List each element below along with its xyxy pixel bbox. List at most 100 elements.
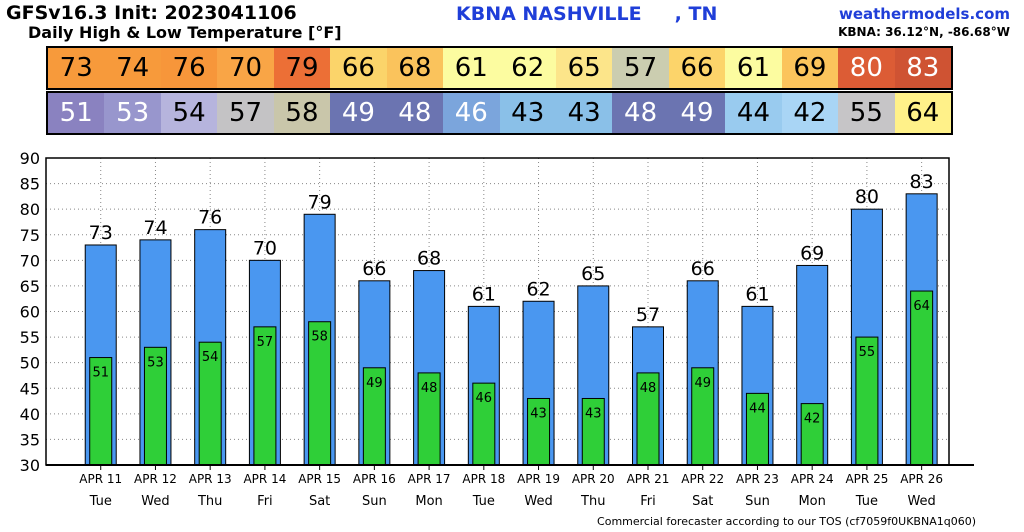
x-weekday-label: Sun — [745, 494, 770, 509]
high-data-label: 76 — [198, 207, 222, 229]
y-tick-label: 40 — [20, 405, 40, 424]
x-tick-label: APR 21 — [627, 472, 670, 486]
low-strip-cell-3: 57 — [217, 93, 274, 133]
high-strip-cell-2: 76 — [160, 48, 218, 88]
x-weekday-label: Wed — [907, 494, 935, 509]
low-data-label: 44 — [749, 401, 766, 416]
x-weekday-label: Sat — [309, 494, 330, 509]
low-strip-cell-14: 55 — [838, 93, 895, 133]
y-tick-label: 60 — [20, 303, 40, 322]
y-tick-label: 50 — [20, 354, 40, 373]
low-data-label: 46 — [476, 391, 493, 406]
low-data-label: 54 — [202, 350, 219, 365]
low-strip-cell-11: 49 — [668, 93, 726, 133]
y-tick-label: 30 — [20, 456, 40, 475]
x-tick-label: APR 20 — [572, 472, 615, 486]
low-strip-cell-8: 43 — [499, 93, 556, 133]
x-weekday-label: Sun — [362, 494, 387, 509]
high-data-label: 73 — [89, 222, 113, 244]
low-strip-cell-15: 64 — [894, 93, 951, 133]
x-tick-label: APR 19 — [517, 472, 560, 486]
y-tick-label: 70 — [20, 251, 40, 270]
high-strip-cell-1: 74 — [104, 48, 161, 88]
y-tick-label: 45 — [20, 379, 40, 398]
high-strip-cell-3: 70 — [217, 48, 274, 88]
low-strip-cell-10: 48 — [612, 93, 669, 133]
low-strip-cell-5: 49 — [330, 93, 387, 133]
low-data-label: 43 — [530, 406, 547, 421]
low-strip-cell-1: 53 — [104, 93, 161, 133]
high-temperature-strip: 73 74 76 70 79 66 68 61 62 65 57 66 61 69 80 83 — [46, 46, 953, 90]
high-strip-cell-11: 66 — [668, 48, 726, 88]
x-weekday-label: Fri — [640, 494, 656, 509]
x-tick-label: APR 22 — [681, 472, 724, 486]
high-strip-cell-12: 61 — [725, 48, 782, 88]
high-data-label: 83 — [910, 171, 934, 193]
high-data-label: 61 — [472, 283, 496, 305]
y-tick-label: 65 — [20, 277, 40, 296]
high-data-label: 57 — [636, 304, 660, 326]
low-strip-cell-2: 54 — [160, 93, 218, 133]
x-tick-label: APR 24 — [791, 472, 834, 486]
high-strip-cell-5: 66 — [330, 48, 387, 88]
x-weekday-label: Tue — [89, 494, 112, 509]
x-tick-label: APR 11 — [79, 472, 122, 486]
low-data-label: 55 — [859, 345, 876, 360]
low-data-label: 53 — [147, 355, 164, 370]
low-data-label: 48 — [421, 381, 438, 396]
low-data-label: 42 — [804, 412, 821, 427]
low-data-label: 58 — [311, 330, 328, 345]
x-tick-label: APR 26 — [900, 472, 943, 486]
x-weekday-label: Tue — [855, 494, 878, 509]
x-tick-label: APR 17 — [408, 472, 451, 486]
chart-subtitle: Daily High & Low Temperature [°F] — [28, 23, 342, 42]
high-strip-cell-7: 61 — [443, 48, 500, 88]
low-data-label: 64 — [913, 299, 930, 314]
low-bar — [910, 290, 934, 466]
x-tick-label: APR 15 — [298, 472, 341, 486]
y-tick-label: 75 — [20, 226, 40, 245]
y-tick-label: 80 — [20, 200, 40, 219]
high-data-label: 69 — [800, 242, 824, 264]
low-strip-cell-9: 43 — [555, 93, 613, 133]
model-init-title: GFSv16.3 Init: 2023041106 — [6, 2, 297, 24]
high-data-label: 61 — [745, 283, 769, 305]
station-name: KBNA NASHVILLE , TN — [456, 3, 718, 25]
high-data-label: 65 — [581, 263, 605, 285]
high-data-label: 66 — [691, 258, 715, 280]
low-strip-cell-6: 48 — [386, 93, 444, 133]
high-strip-cell-13: 69 — [781, 48, 839, 88]
x-tick-label: APR 16 — [353, 472, 396, 486]
low-data-label: 51 — [92, 366, 109, 381]
high-data-label: 62 — [526, 278, 550, 300]
x-weekday-label: Wed — [524, 494, 552, 509]
high-data-label: 74 — [143, 217, 167, 239]
x-weekday-label: Sat — [692, 494, 713, 509]
high-strip-cell-15: 83 — [894, 48, 951, 88]
low-strip-cell-7: 46 — [443, 93, 500, 133]
low-strip-cell-4: 58 — [273, 93, 331, 133]
high-strip-cell-14: 80 — [838, 48, 895, 88]
high-strip-cell-9: 65 — [555, 48, 613, 88]
high-data-label: 66 — [362, 258, 386, 280]
high-data-label: 79 — [308, 191, 332, 213]
x-weekday-label: Mon — [798, 494, 825, 509]
x-tick-label: APR 14 — [243, 472, 286, 486]
y-tick-label: 55 — [20, 328, 40, 347]
high-strip-cell-8: 62 — [499, 48, 556, 88]
high-data-label: 68 — [417, 248, 441, 270]
x-weekday-label: Tue — [472, 494, 495, 509]
x-weekday-label: Thu — [197, 494, 222, 509]
site-link[interactable]: weathermodels.com — [838, 5, 1010, 23]
low-data-label: 43 — [585, 406, 602, 421]
x-weekday-label: Mon — [415, 494, 442, 509]
high-strip-cell-6: 68 — [386, 48, 444, 88]
low-data-label: 48 — [640, 381, 657, 396]
low-strip-cell-0: 51 — [48, 93, 105, 133]
x-weekday-label: Thu — [580, 494, 605, 509]
low-strip-cell-12: 44 — [725, 93, 782, 133]
x-tick-label: APR 13 — [189, 472, 232, 486]
x-tick-label: APR 25 — [845, 472, 888, 486]
station-coords: KBNA: 36.12°N, -86.68°W — [838, 25, 1010, 39]
high-data-label: 70 — [253, 237, 277, 259]
